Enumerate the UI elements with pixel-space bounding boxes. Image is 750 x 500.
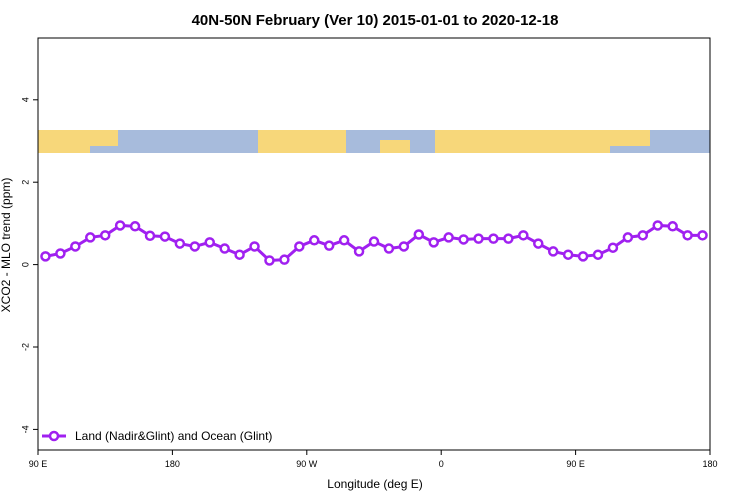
x-tick-label: 0 — [439, 459, 444, 469]
y-tick-label: -4 — [20, 425, 30, 433]
y-tick-label: 2 — [20, 180, 30, 185]
legend-marker — [48, 430, 60, 442]
data-point — [85, 232, 96, 243]
data-point — [249, 241, 260, 252]
data-point — [40, 251, 51, 262]
data-point — [189, 241, 201, 252]
data-point — [129, 221, 141, 232]
data-point — [219, 243, 230, 254]
data-point — [368, 236, 380, 247]
data-point — [458, 234, 469, 245]
y-tick-label: -2 — [20, 343, 30, 351]
data-point — [592, 249, 604, 260]
data-point — [309, 235, 320, 246]
map-strip — [38, 130, 710, 153]
data-point — [533, 238, 544, 249]
y-tick-label: 0 — [20, 262, 30, 267]
data-point — [174, 238, 186, 249]
data-point — [547, 246, 559, 257]
x-axis-label: Longitude (deg E) — [327, 477, 422, 491]
data-point — [204, 237, 215, 248]
data-point — [577, 251, 589, 262]
data-point — [159, 231, 171, 242]
data-point — [279, 254, 290, 265]
data-point — [294, 241, 305, 252]
data-point — [70, 241, 81, 252]
data-point — [667, 221, 678, 232]
data-point — [622, 232, 634, 243]
data-point — [652, 220, 663, 231]
x-tick-label: 90 E — [29, 459, 48, 469]
data-point — [144, 230, 156, 242]
data-point — [503, 233, 514, 244]
x-tick-label: 180 — [165, 459, 180, 469]
chart-title: 40N-50N February (Ver 10) 2015-01-01 to … — [192, 12, 559, 29]
y-axis-label: XCO2 - MLO trend (ppm) — [0, 178, 13, 313]
data-point — [114, 220, 126, 231]
data-point — [323, 240, 335, 251]
data-point — [55, 248, 66, 259]
data-point — [353, 246, 365, 257]
data-point — [398, 241, 410, 252]
data-point — [682, 230, 693, 241]
data-point — [473, 233, 484, 244]
data-point — [264, 255, 275, 266]
data-point — [697, 230, 708, 241]
data-point — [413, 229, 425, 240]
data-point — [607, 242, 619, 253]
x-tick-label: 90 E — [566, 459, 585, 469]
data-point — [383, 243, 395, 254]
data-point — [637, 230, 649, 241]
data-point — [518, 230, 529, 241]
x-tick-label: 180 — [702, 459, 717, 469]
data-point — [338, 235, 350, 246]
legend-label: Land (Nadir&Glint) and Ocean (Glint) — [75, 429, 272, 443]
data-point — [562, 249, 574, 260]
data-point — [99, 230, 111, 241]
data-point — [428, 237, 439, 248]
data-point — [234, 249, 245, 260]
data-point — [443, 232, 454, 243]
x-tick-label: 90 W — [296, 459, 318, 469]
data-point — [488, 233, 499, 244]
plot-frame — [37, 37, 711, 451]
y-tick-label: 4 — [20, 97, 30, 102]
